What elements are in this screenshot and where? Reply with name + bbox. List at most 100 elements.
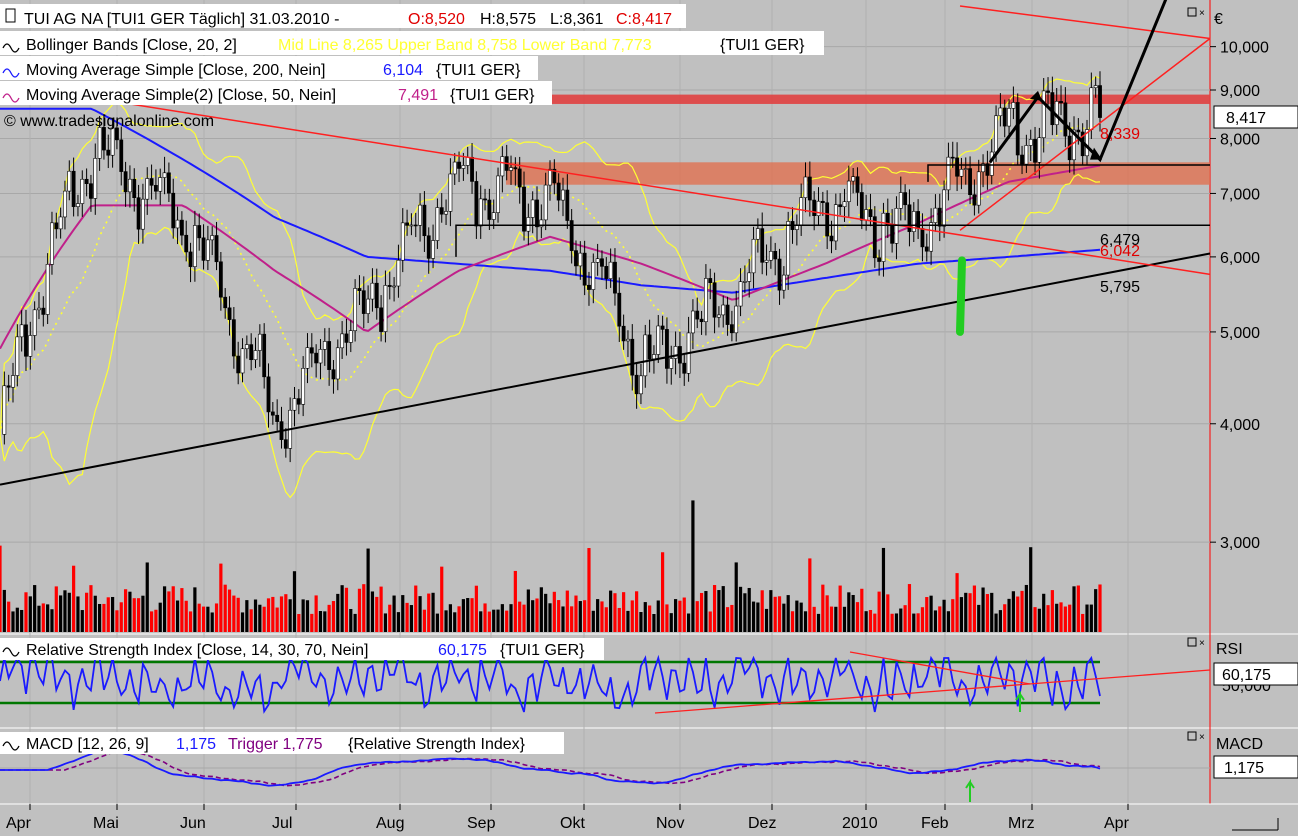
macd-close-icon[interactable]: × (1199, 732, 1205, 743)
label-level-2: 6,042 (1100, 243, 1140, 260)
instrument-icon[interactable] (5, 8, 16, 23)
candle-body-104 (448, 173, 453, 212)
rsi-icon[interactable] (2, 647, 20, 657)
volume-bar-14 (59, 595, 63, 632)
volume-bar-57 (245, 600, 249, 632)
horizontal-scroll-handle[interactable] (1232, 818, 1279, 831)
header-high: H:8,575 (480, 11, 536, 28)
volume-bar-181 (782, 603, 786, 632)
time-label-9: 2010 (842, 815, 878, 832)
ma200-label: Moving Average Simple [Close, 200, Nein] (26, 62, 325, 79)
candle-body-97 (418, 204, 422, 226)
candle-body-209 (903, 192, 908, 206)
rsi-panel-buttons[interactable]: × (1187, 637, 1205, 649)
candle-body-100 (431, 240, 435, 259)
candle-body-127 (548, 168, 552, 186)
volume-bar-62 (266, 598, 271, 632)
time-label-1: Mai (93, 815, 119, 832)
volume-bar-100 (431, 592, 435, 632)
candle-body-166 (716, 314, 721, 318)
volume-bar-206 (890, 613, 894, 632)
upper-channel-line (959, 5, 1211, 40)
volume-bar-251 (1085, 604, 1089, 632)
volume-bar-163 (704, 591, 708, 632)
volume-bar-252 (1089, 604, 1093, 632)
volume-bar-85 (366, 548, 370, 632)
volume-bar-3 (11, 611, 15, 632)
candle-body-155 (669, 358, 674, 369)
candle-body-69 (296, 398, 301, 405)
candle-body-239 (1033, 139, 1037, 163)
volume-bar-191 (825, 595, 829, 632)
volume-bar-59 (253, 599, 258, 632)
candle-body-93 (400, 222, 405, 261)
volume-bar-67 (288, 599, 292, 632)
candle-body-86 (370, 282, 375, 300)
candle-body-237 (1024, 145, 1029, 165)
volume-bar-217 (938, 606, 942, 632)
volume-bar-104 (448, 604, 452, 632)
candle-body-233 (1007, 108, 1011, 127)
rsi-close-icon[interactable]: × (1199, 638, 1205, 649)
candle-body-16 (67, 170, 72, 192)
volume-bar-249 (1076, 585, 1080, 632)
volume-bar-55 (236, 597, 240, 632)
volume-bar-60 (258, 604, 262, 632)
green-arrow-icon (956, 256, 966, 336)
candle-body-202 (872, 216, 877, 259)
macd-maximize-icon[interactable] (1187, 731, 1197, 741)
candle-body-138 (595, 258, 600, 263)
candle-body-41 (175, 219, 180, 229)
volume-bar-199 (860, 588, 864, 632)
candle-body-174 (751, 238, 756, 274)
ma50-icon[interactable] (2, 93, 20, 103)
candle-body-11 (45, 264, 50, 315)
candle-body-13 (54, 222, 59, 230)
candle-body-221 (955, 157, 959, 177)
price-tick-5: 5,000 (1220, 325, 1260, 342)
time-label-0: Apr (6, 815, 32, 832)
volume-bar-157 (678, 600, 682, 632)
rsi-maximize-icon[interactable] (1187, 637, 1197, 647)
ma50-value: 7,491 (398, 87, 438, 104)
price-panel-buttons[interactable]: × (1187, 7, 1205, 19)
volume-bar-146 (630, 600, 634, 632)
ma200-line (0, 107, 1101, 294)
bb-icon[interactable] (2, 43, 20, 53)
rsi-axis-title: RSI (1216, 641, 1243, 658)
volume-bar-137 (591, 610, 595, 632)
macd-panel-buttons[interactable]: × (1187, 731, 1205, 743)
volume-bar-75 (323, 611, 327, 632)
ma200-icon[interactable] (2, 68, 20, 78)
bb-label: Bollinger Bands [Close, 20, 2] (26, 37, 237, 54)
volume-bar-1 (2, 589, 6, 632)
macd-icon[interactable] (2, 741, 20, 751)
volume-bar-38 (162, 586, 167, 632)
candle-body-139 (600, 258, 604, 267)
candle-body-46 (197, 225, 202, 239)
candle-body-132 (569, 220, 574, 251)
volume-bar-195 (842, 606, 847, 632)
candle-body-135 (582, 252, 587, 286)
candle-body-201 (868, 209, 873, 217)
candle-body-118 (509, 167, 513, 171)
volume-bar-194 (838, 585, 842, 632)
time-label-6: Okt (560, 815, 585, 832)
last-price-box[interactable]: 8,417 (1213, 105, 1298, 129)
volume-bar-158 (682, 597, 686, 632)
candle-body-20 (84, 178, 89, 184)
bollinger-upper-band (0, 75, 1101, 435)
close-icon[interactable]: × (1199, 8, 1205, 19)
macd-axis-title: MACD (1216, 736, 1263, 753)
volume-bar-243 (1050, 590, 1054, 632)
time-label-3: Jul (272, 815, 292, 832)
bollinger-lower-band (0, 173, 1101, 499)
volume-bar-186 (803, 611, 808, 632)
volume-bar-176 (760, 590, 764, 632)
maximize-icon[interactable] (1187, 7, 1197, 17)
volume-bar-107 (461, 599, 465, 632)
volume-bar-171 (738, 586, 743, 632)
volume-bar-4 (15, 607, 19, 632)
candle-body-50 (214, 235, 219, 263)
volume-bar-170 (734, 562, 738, 632)
